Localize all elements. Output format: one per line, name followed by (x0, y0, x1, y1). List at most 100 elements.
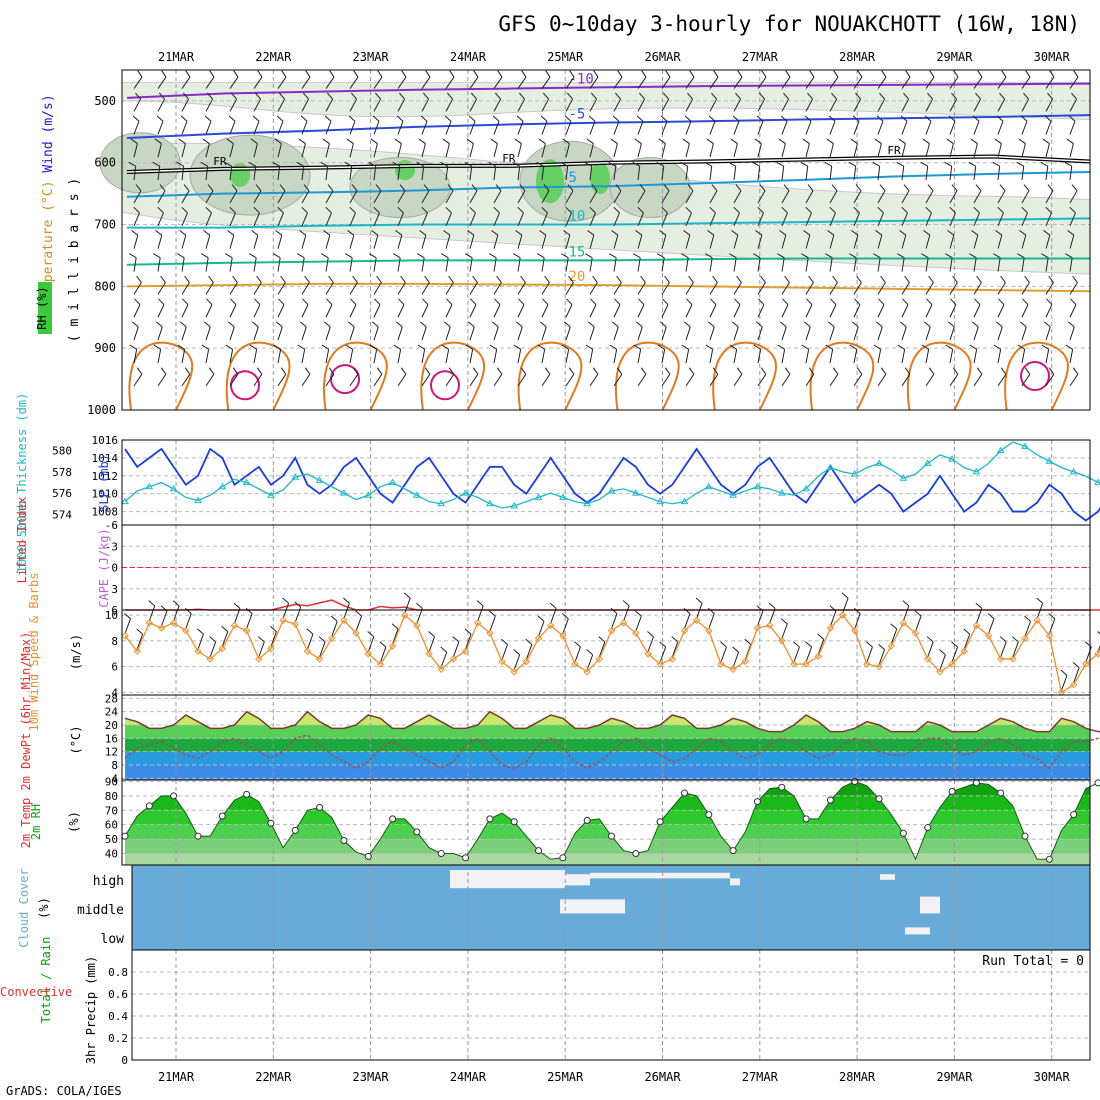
wind-barb-flag (881, 70, 887, 78)
wind-speed-marker (157, 624, 166, 632)
wind-barb-flag (520, 275, 526, 283)
wind-barb-flag (657, 253, 665, 259)
wind-barb-flag (182, 298, 189, 305)
boundary-layer-contour (712, 341, 777, 411)
upper-wind-barb (249, 253, 257, 272)
upper-wind-barb (825, 344, 834, 364)
upper-wind-barb (973, 92, 982, 112)
surface-wind-barb (306, 628, 314, 650)
wind-barb-flag (301, 206, 308, 214)
wind-barb-flag (304, 275, 310, 283)
wind-barb-shaft (997, 121, 1004, 135)
wind-barb-shaft (133, 374, 143, 387)
wind-barb-flag (901, 206, 908, 214)
upper-wind-barb (250, 138, 258, 158)
wind-barb-flag (1043, 229, 1051, 236)
upper-wind-barb (325, 367, 335, 387)
wind-barb-flag (318, 636, 326, 643)
wind-barb-flag (947, 229, 955, 236)
upper-wind-barb (851, 229, 859, 249)
upper-wind-barb (200, 161, 209, 181)
wind-barb-shaft (133, 121, 140, 135)
upper-wind-barb (753, 253, 761, 272)
upper-wind-barb (779, 321, 787, 341)
wind-barb-shaft (613, 143, 618, 158)
upper-wind-barb (181, 184, 190, 204)
wind-barb-flag (1022, 92, 1029, 100)
wind-barb-shaft (181, 98, 190, 112)
wind-barb-flag (971, 229, 979, 236)
wind-barb-shaft (925, 282, 934, 295)
wind-barb-shaft (685, 98, 694, 112)
wind-barb-shaft (421, 76, 431, 89)
wind-barb-shaft (1045, 374, 1055, 387)
upper-wind-barb (493, 184, 502, 204)
wind-barb-flag (1060, 669, 1068, 676)
wind-barb-flag (665, 70, 671, 78)
wind-barb-flag (371, 321, 379, 328)
upper-wind-barb (1065, 253, 1073, 272)
wind-speed-marker (583, 668, 591, 676)
wind-barb-flag (661, 206, 668, 214)
wind-barb-shaft (853, 235, 859, 249)
upper-wind-barb (852, 115, 860, 135)
wind-barb-shaft (253, 166, 257, 181)
wind-barb-shaft (541, 257, 545, 272)
wind-barb-shaft (613, 349, 618, 364)
wind-barb-shaft (925, 212, 932, 226)
wind-barb-flag (950, 92, 957, 100)
wind-barb-flag (496, 367, 503, 375)
upper-wind-barb (973, 275, 982, 295)
wind-barb-shaft (124, 618, 131, 634)
wind-barb-flag (440, 646, 448, 653)
wind-barb-shaft (781, 349, 786, 364)
upper-wind-barb (802, 138, 810, 158)
wind-barb-flag (230, 298, 237, 305)
wind-barb-shaft (301, 374, 311, 387)
surface-wind-barb (1060, 669, 1068, 691)
upper-wind-barb (417, 344, 426, 364)
wind-barb-shaft (939, 654, 946, 670)
wind-barb-flag (878, 643, 885, 651)
temp-band (125, 765, 1090, 780)
wind-barb-flag (897, 253, 905, 259)
thickness-marker (413, 491, 421, 498)
wind-barb-flag (476, 600, 484, 607)
wind-barb-shaft (589, 143, 594, 158)
wind-barb-flag (300, 115, 308, 122)
wind-barb-shaft (997, 212, 1004, 226)
upper-wind-barb (633, 344, 642, 364)
wind-speed-marker (1009, 655, 1017, 663)
upper-wind-barb (345, 253, 353, 272)
wind-barb-flag (496, 275, 502, 283)
surface-wind-barb (330, 615, 338, 637)
upper-wind-barb (563, 321, 571, 341)
wind-barb-flag (707, 321, 715, 328)
surface-wind-barb (805, 641, 813, 663)
upper-wind-barb (637, 206, 644, 226)
wind-barb-flag (683, 321, 691, 328)
wind-barb-shaft (493, 76, 503, 89)
wind-barb-flag (184, 607, 192, 614)
upper-wind-barb (898, 138, 906, 158)
wind-barb-flag (827, 229, 835, 236)
wind-barb-shaft (866, 646, 873, 663)
wind-barb-shaft (493, 98, 502, 112)
wind-barb-flag (440, 161, 448, 167)
rh-band (125, 853, 1090, 865)
wind-barb-flag (468, 115, 476, 122)
upper-wind-barb (661, 298, 669, 318)
surface-wind-barb (549, 602, 557, 624)
wind-barb-flag (779, 321, 787, 328)
wind-barb-shaft (517, 374, 527, 387)
wind-barb-flag (272, 161, 280, 167)
upper-wind-barb (323, 321, 331, 341)
wind-barb-flag (392, 161, 400, 167)
thickness-marker (388, 478, 397, 485)
wind-barb-flag (758, 298, 765, 305)
wind-barb-flag (680, 161, 688, 167)
wind-barb-flag (225, 344, 233, 350)
wind-barb-shaft (709, 349, 714, 364)
wind-barb-shaft (637, 374, 647, 387)
wind-barb-shaft (1021, 212, 1028, 226)
